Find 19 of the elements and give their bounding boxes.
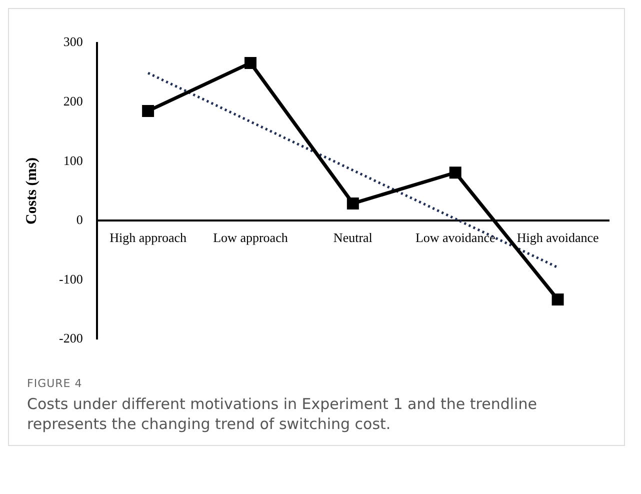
text: Costs under different motivations in Experiment 1 and the trendline represents the changing trend of switching cost.	[27, 394, 538, 434]
x-tick-label: Low approach	[213, 230, 288, 245]
point	[244, 56, 256, 69]
x-tick-label: Low avoidance	[415, 230, 496, 245]
y-tick-label: -200	[58, 330, 83, 346]
y-tick-label: 300	[63, 34, 83, 50]
x-tick-label: High approach	[110, 230, 187, 245]
point	[142, 104, 154, 117]
point	[552, 293, 564, 306]
point	[449, 166, 462, 179]
y-tick-label: 100	[63, 152, 83, 168]
x-tick-label: High avoidance	[516, 230, 599, 245]
y-axis-title: Costs (ms)	[24, 157, 40, 225]
y-tick-label: -100	[58, 271, 83, 286]
x-tick-label: Neutral	[333, 230, 373, 245]
y-tick-label: 0	[76, 212, 83, 228]
y-tick-label: 200	[63, 94, 83, 108]
caption: FIGURE 4	[27, 377, 84, 390]
point	[346, 197, 359, 210]
